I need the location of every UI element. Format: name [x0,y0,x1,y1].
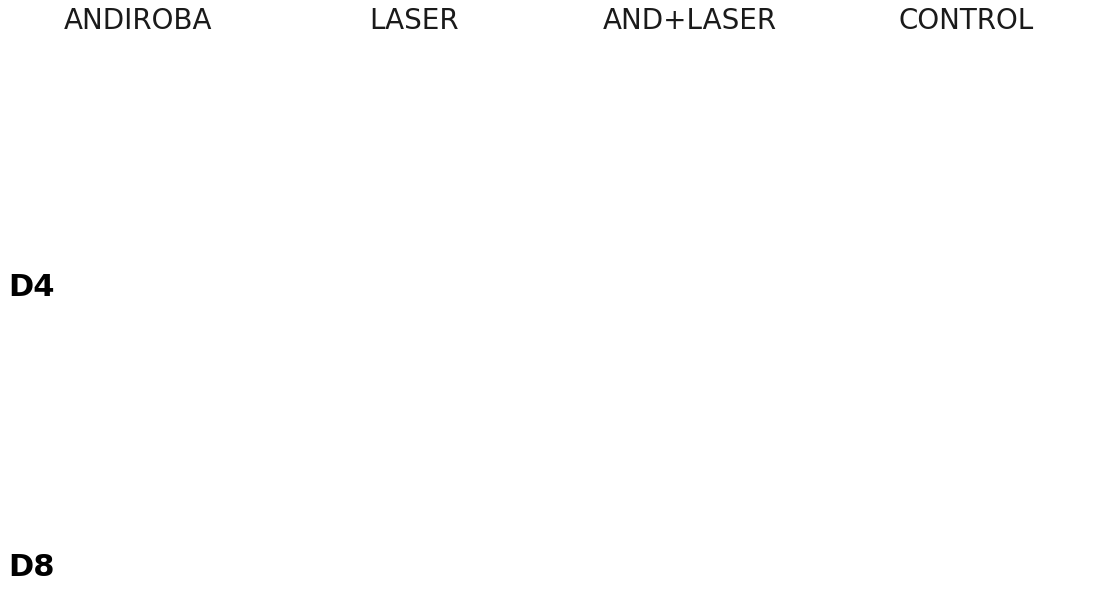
Text: AND+LASER: AND+LASER [603,7,777,35]
Text: LASER: LASER [369,7,459,35]
Text: ANDIROBA: ANDIROBA [64,7,212,35]
Text: D4: D4 [9,273,55,302]
Text: CONTROL: CONTROL [899,7,1033,35]
Text: D8: D8 [9,553,55,582]
